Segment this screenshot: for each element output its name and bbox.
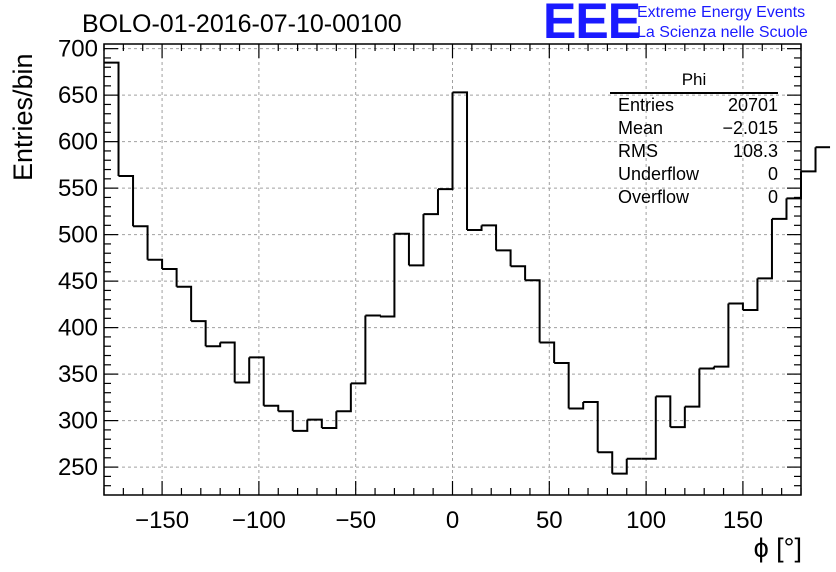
x-tick-label: 50 [536, 507, 563, 534]
histogram-bin [147, 258, 164, 270]
histogram-bin [176, 285, 193, 322]
histogram-bin [452, 91, 469, 230]
histogram-bin [220, 341, 236, 383]
histogram-bin [379, 233, 396, 318]
stats-row-overflow: Overflow 0 [610, 186, 778, 209]
histogram-bin [801, 147, 817, 173]
eee-logo: EEE [543, 0, 641, 49]
histogram-bin [670, 406, 686, 429]
x-tick-label: 150 [723, 507, 763, 534]
histogram-bin [365, 314, 381, 317]
histogram-bin [757, 218, 773, 280]
histogram-bin [162, 268, 178, 287]
histogram-bin [191, 320, 207, 347]
histogram-bin [394, 232, 410, 266]
histogram-bin [263, 404, 280, 412]
y-axis-label: Entries/bin [8, 53, 38, 181]
histogram-bin [205, 342, 222, 348]
histogram-bin [321, 411, 338, 430]
x-tick-label: −150 [135, 507, 189, 534]
histogram-bin [641, 396, 657, 460]
histogram-series [104, 61, 831, 475]
histogram-bin [568, 402, 585, 410]
y-tick-label: 450 [58, 268, 98, 295]
histogram-bin [307, 418, 323, 429]
histogram-bin [612, 458, 628, 475]
x-tick-label: 0 [446, 507, 459, 534]
axes: −150 −100 −50 0 50 100 150 250 300 350 400 450 500 55… [58, 36, 802, 534]
stats-value: 0 [767, 187, 778, 207]
histogram-bin [728, 302, 744, 310]
y-tick-label: 650 [58, 82, 98, 109]
y-tick-label: 600 [58, 129, 98, 156]
stats-label: Overflow [618, 187, 690, 207]
histogram-bin [510, 265, 527, 281]
histogram-bin [423, 189, 439, 216]
logo-text-line1: Extreme Energy Events [637, 4, 806, 21]
y-tick-label: 500 [58, 222, 98, 249]
histogram-bin [336, 383, 352, 413]
histogram-bin [437, 92, 454, 191]
y-tick-label: 250 [58, 454, 98, 481]
stats-label: RMS [618, 141, 658, 161]
histogram-bin [408, 214, 425, 267]
x-tick-label: 100 [626, 507, 666, 534]
stats-title: Phi [610, 70, 778, 94]
histogram-title: BOLO-01-2016-07-10-00100 [82, 10, 402, 38]
histogram-bin [539, 341, 556, 363]
histogram-bin [699, 366, 715, 370]
logo-text-line2: La Scienza nelle Scuole [637, 24, 808, 41]
histogram-bin [278, 410, 294, 431]
x-axis-label: ϕ [°] [753, 533, 802, 563]
histogram-bin [234, 357, 251, 384]
stats-row-entries: Entries 20701 [610, 94, 778, 117]
y-tick-label: 700 [58, 36, 98, 63]
histogram-bin [104, 61, 120, 177]
histogram-bin [583, 401, 599, 453]
histogram-bin [350, 315, 367, 385]
stats-row-rms: RMS 108.3 [610, 140, 778, 163]
statistics-box: Phi Entries 20701 Mean −2.015 RMS 108.3 … [610, 70, 778, 209]
histogram-bin [525, 279, 541, 343]
stats-value: −2.015 [722, 118, 778, 138]
stats-value: 108.3 [732, 141, 778, 161]
histogram-bin [684, 368, 701, 408]
y-tick-label: 350 [58, 361, 98, 388]
histogram-bin [481, 224, 498, 251]
histogram-bin [742, 278, 759, 311]
histogram-bin [554, 361, 570, 409]
stats-value: 0 [767, 164, 778, 184]
stats-row-underflow: Underflow 0 [610, 163, 778, 186]
y-tick-label: 300 [58, 408, 98, 435]
stats-label: Mean [618, 118, 664, 138]
y-tick-label: 550 [58, 175, 98, 202]
stats-label: Entries [618, 95, 675, 115]
histogram-bin [786, 171, 802, 200]
histogram-bin [118, 175, 135, 227]
histogram-bin [713, 303, 730, 368]
histogram-bin [655, 395, 672, 428]
histogram-bin [249, 356, 265, 406]
histogram-bin [496, 249, 512, 267]
histogram-bin [467, 225, 483, 231]
histogram-bin [133, 225, 149, 260]
histogram-bin [771, 198, 788, 220]
histogram-bin [292, 419, 309, 432]
stats-row-mean: Mean −2.015 [610, 117, 778, 140]
histogram-bin [597, 451, 614, 474]
x-tick-label: −50 [335, 507, 376, 534]
stats-value: 20701 [727, 95, 778, 115]
y-tick-label: 400 [58, 315, 98, 342]
stats-label: Underflow [618, 164, 700, 184]
x-tick-label: −100 [232, 507, 286, 534]
